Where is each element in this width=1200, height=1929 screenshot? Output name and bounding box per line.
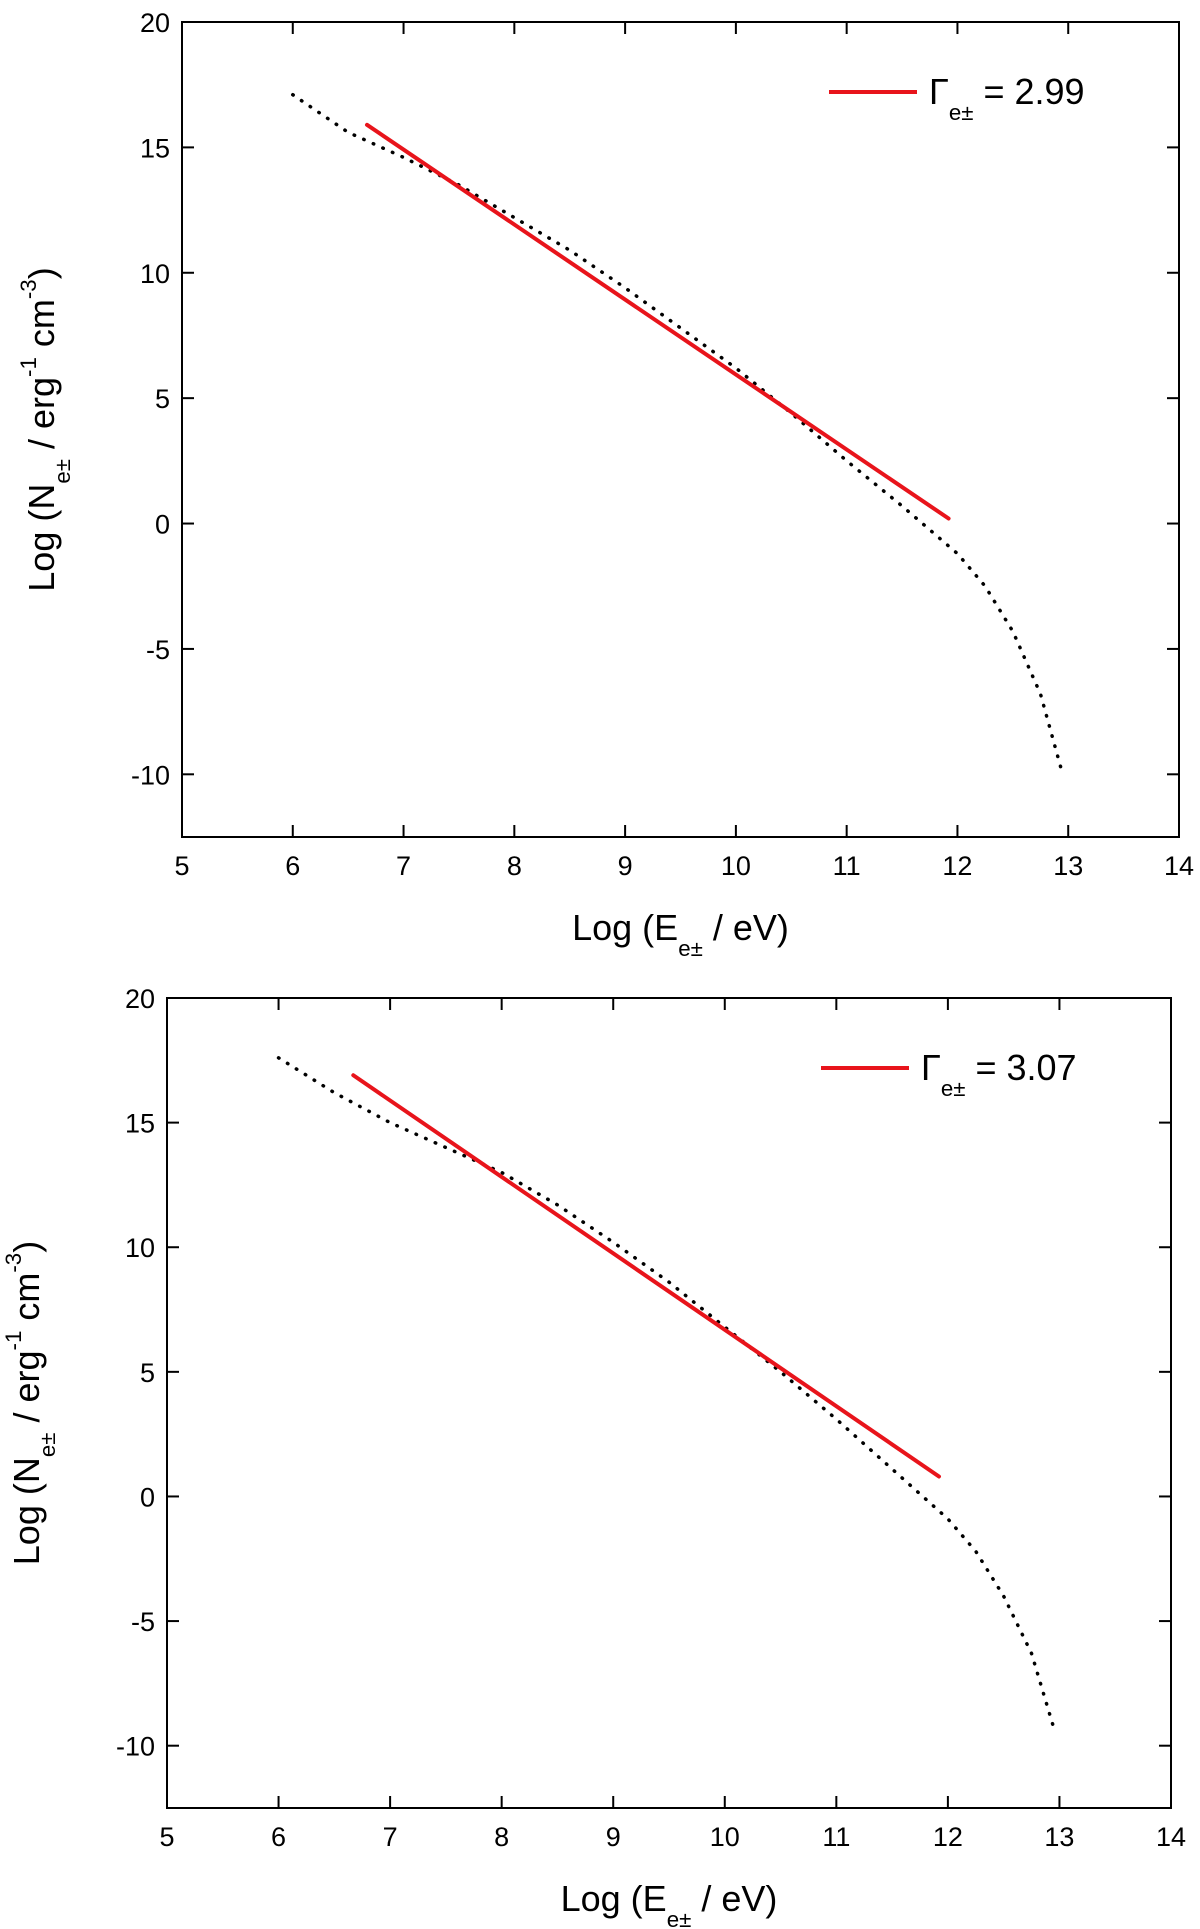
series-line bbox=[351, 1073, 941, 1479]
label-part: ) bbox=[6, 1241, 47, 1253]
y-axis-label: Log (Ne± / erg-1 cm-3) bbox=[1, 1241, 60, 1565]
label-part: / eV) bbox=[703, 907, 789, 948]
label-part: cm bbox=[21, 299, 62, 357]
y-tick-label: 5 bbox=[140, 1358, 155, 1388]
y-tick-label: 10 bbox=[140, 259, 170, 289]
label-part: / erg bbox=[6, 1350, 47, 1432]
y-tick-label: 0 bbox=[155, 510, 170, 540]
label-part: Log (E bbox=[561, 1878, 667, 1919]
label-part: e± bbox=[50, 459, 75, 484]
label-part: ) bbox=[21, 267, 62, 279]
plot-frame bbox=[181, 21, 1180, 838]
label-part: Γ bbox=[921, 1047, 941, 1088]
series-line bbox=[276, 1056, 1056, 1730]
x-tick-label: 12 bbox=[942, 851, 972, 881]
x-tick-label: 5 bbox=[174, 851, 189, 881]
x-tick-label: 7 bbox=[383, 1822, 398, 1852]
label-part: -3 bbox=[1, 1253, 26, 1273]
x-axis-label: Log (Ee± / eV) bbox=[561, 1878, 778, 1929]
label-part: Log (E bbox=[572, 907, 678, 948]
y-tick-label: -10 bbox=[131, 760, 170, 790]
x-tick-label: 8 bbox=[507, 851, 522, 881]
x-tick-label: 11 bbox=[833, 851, 861, 881]
y-tick-label: -5 bbox=[131, 1607, 155, 1637]
label-part: / eV) bbox=[691, 1878, 777, 1919]
label-part: e± bbox=[667, 1907, 692, 1929]
label-part: -3 bbox=[16, 279, 41, 299]
x-tick-label: 10 bbox=[710, 1822, 740, 1852]
label-part: e± bbox=[949, 100, 974, 125]
label-part: e± bbox=[941, 1076, 966, 1101]
y-tick-label: 20 bbox=[140, 8, 170, 38]
x-tick-label: 13 bbox=[1044, 1822, 1074, 1852]
label-part: e± bbox=[678, 936, 703, 961]
label-part: -1 bbox=[1, 1331, 26, 1351]
y-tick-label: 5 bbox=[155, 384, 170, 414]
label-part: / erg bbox=[21, 377, 62, 459]
y-tick-label: -5 bbox=[146, 635, 170, 665]
y-axis-label: Log (Ne± / erg-1 cm-3) bbox=[16, 267, 75, 591]
plot-frame bbox=[166, 997, 1172, 1809]
label-part: Γ bbox=[929, 71, 949, 112]
x-tick-label: 8 bbox=[494, 1822, 509, 1852]
x-tick-label: 6 bbox=[271, 1822, 286, 1852]
x-tick-label: 13 bbox=[1053, 851, 1083, 881]
label-part: e± bbox=[35, 1433, 60, 1458]
label-part: Log (N bbox=[6, 1457, 47, 1565]
label-part: cm bbox=[6, 1273, 47, 1331]
series-line bbox=[291, 92, 1065, 777]
x-tick-label: 10 bbox=[721, 851, 751, 881]
label-part: Log (N bbox=[21, 484, 62, 592]
y-tick-label: -10 bbox=[116, 1732, 155, 1762]
label-part: = 2.99 bbox=[973, 71, 1084, 112]
x-tick-label: 9 bbox=[606, 1822, 621, 1852]
legend-label: Γe± = 3.07 bbox=[921, 1047, 1077, 1101]
label-part: -1 bbox=[16, 357, 41, 377]
x-tick-label: 7 bbox=[396, 851, 411, 881]
x-tick-label: 12 bbox=[933, 1822, 963, 1852]
x-tick-label: 11 bbox=[822, 1822, 850, 1852]
x-axis-label: Log (Ee± / eV) bbox=[572, 907, 789, 961]
x-tick-label: 5 bbox=[159, 1822, 174, 1852]
x-tick-label: 9 bbox=[618, 851, 633, 881]
y-tick-label: 10 bbox=[125, 1233, 155, 1263]
y-tick-label: 15 bbox=[125, 1109, 155, 1139]
x-tick-label: 14 bbox=[1164, 851, 1194, 881]
series-line bbox=[364, 122, 951, 521]
y-tick-label: 15 bbox=[140, 133, 170, 163]
label-part: = 3.07 bbox=[965, 1047, 1076, 1088]
x-tick-label: 6 bbox=[285, 851, 300, 881]
y-tick-label: 0 bbox=[140, 1482, 155, 1512]
legend-label: Γe± = 2.99 bbox=[929, 71, 1085, 125]
x-tick-label: 14 bbox=[1156, 1822, 1186, 1852]
y-tick-label: 20 bbox=[125, 984, 155, 1014]
